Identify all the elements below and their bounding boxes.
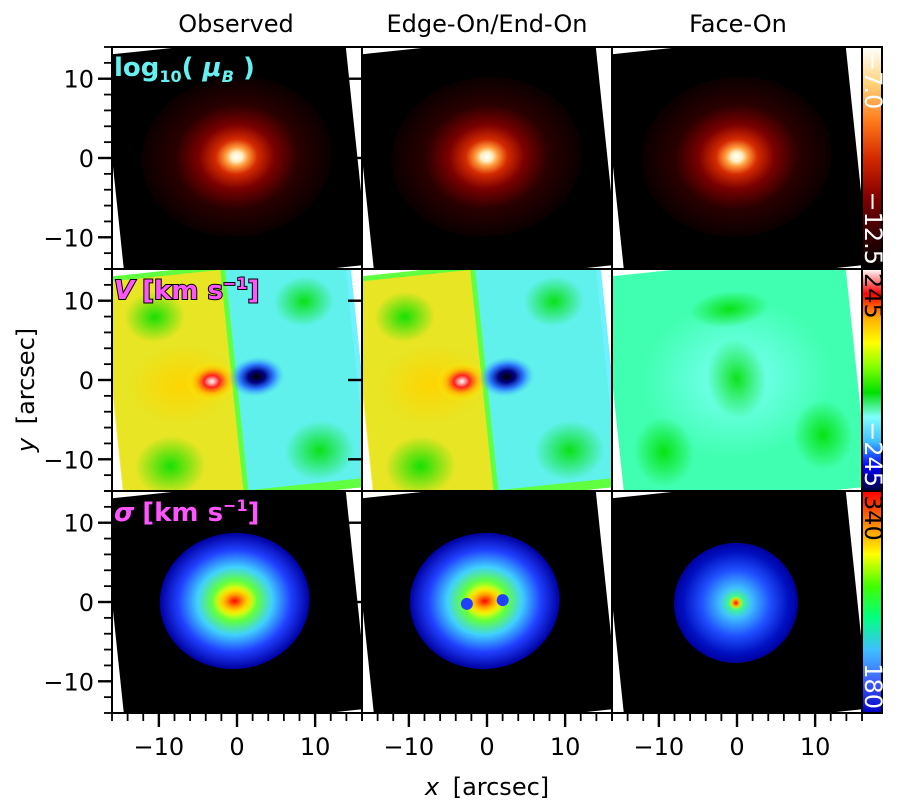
- map-rotation: [362, 269, 612, 491]
- colorbar: [861, 490, 883, 714]
- dispersion-core: [212, 584, 257, 618]
- surface-brightness-map: [612, 47, 862, 269]
- map-rotation: [112, 47, 362, 269]
- velocity-max: [185, 361, 238, 402]
- column-title-observed: Observed: [178, 10, 293, 38]
- surface-brightness-map: [362, 47, 612, 269]
- x-tick-label: 10: [550, 733, 581, 761]
- x-tick-label: 0: [729, 733, 744, 761]
- velocity-feature: [689, 290, 770, 328]
- velocity-feature: [523, 276, 584, 327]
- tick-group: 10 0 −10 10 0 −10 10 0 −10 −10 0 10 −10 0 10 −10 0 10: [43, 46, 863, 761]
- velocity-max: [435, 361, 488, 402]
- row-title-main: V: [114, 276, 136, 306]
- map-rotation: [112, 491, 362, 713]
- velocity-map: [112, 269, 362, 491]
- dispersion-map: [362, 491, 612, 713]
- x-axis-symbol: x: [424, 773, 440, 801]
- colorbar-tick-label: 245: [859, 273, 887, 319]
- dispersion-feature: [496, 594, 509, 607]
- row-title-open: (: [182, 53, 203, 83]
- x-tick-label: 10: [300, 733, 331, 761]
- dispersion-map: [612, 491, 862, 713]
- y-axis-label: y [arcsec]: [12, 328, 40, 453]
- velocity-feature: [124, 291, 185, 343]
- galaxy-brightness: [391, 76, 582, 237]
- y-tick-label: 0: [79, 589, 94, 617]
- y-axis-symbol: y: [12, 437, 40, 453]
- row-title-surface-brightness: log10( μB ): [114, 53, 255, 86]
- velocity-min: [228, 356, 285, 397]
- row-title-unit: [km s: [142, 498, 223, 528]
- map-rotation: [112, 269, 362, 491]
- row-title-symbol: μ: [202, 53, 222, 83]
- colorbar-tick-label: −7.0: [859, 51, 887, 109]
- map-rotation: [362, 47, 612, 269]
- y-axis-unit: [arcsec]: [12, 328, 40, 424]
- row-title-dispersion: σ [km s−1]: [114, 496, 259, 528]
- velocity-feature: [633, 416, 694, 487]
- column-title-face-on: Face-On: [689, 10, 787, 38]
- velocity-feature: [374, 291, 435, 343]
- y-tick-label: −10: [43, 446, 94, 474]
- map-rotation: [612, 269, 862, 491]
- velocity-feature: [792, 400, 854, 471]
- row-title-sub: 10: [159, 67, 181, 86]
- dispersion-feature: [460, 597, 473, 610]
- x-tick-label: 0: [229, 733, 244, 761]
- galaxy-brightness: [641, 76, 832, 237]
- velocity-min: [478, 356, 535, 397]
- map-rotation: [612, 491, 862, 713]
- y-tick-label: 0: [79, 145, 94, 173]
- row-title-end: ]: [248, 498, 260, 528]
- colorbar-tick-label: 180: [859, 663, 887, 709]
- velocity-feature: [284, 420, 355, 481]
- y-tick-label: −10: [43, 668, 94, 696]
- x-axis-label: x [arcsec]: [424, 773, 549, 801]
- y-tick-label: 10: [63, 66, 94, 94]
- column-title-edge-on: Edge-On/End-On: [387, 10, 588, 38]
- row-title-exp: −1: [223, 496, 248, 515]
- row-title-close: ): [234, 53, 255, 83]
- x-tick-label: −10: [134, 733, 185, 761]
- x-tick-label: 0: [479, 733, 494, 761]
- colorbar-tick-label: −12.5: [859, 191, 887, 265]
- velocity-feature: [135, 436, 206, 491]
- y-tick-label: 10: [63, 288, 94, 316]
- y-tick-label: 10: [63, 510, 94, 538]
- velocity-feature: [273, 276, 334, 327]
- velocity-feature: [706, 338, 767, 419]
- dispersion-core: [728, 595, 743, 610]
- y-tick-label: 0: [79, 367, 94, 395]
- map-rotation: [612, 47, 862, 269]
- panel-grid: [111, 46, 863, 714]
- velocity-map: [362, 269, 612, 491]
- galaxy-brightness: [141, 76, 332, 237]
- colorbar-group: −7.0 −12.5 245 −245 340 180: [859, 46, 887, 714]
- row-title-main: σ: [114, 498, 135, 528]
- colorbar-tick-label: −245: [859, 421, 887, 487]
- velocity-map: [612, 269, 862, 491]
- row-title-symbol-sub: B: [222, 67, 234, 86]
- y-tick-label: −10: [43, 224, 94, 252]
- row-title-end: ]: [247, 276, 259, 306]
- x-axis-unit: [arcsec]: [453, 773, 549, 801]
- row-title-unit: [km s: [142, 276, 223, 306]
- x-tick-label: 10: [800, 733, 831, 761]
- row-title-exp: −1: [223, 274, 248, 293]
- velocity-feature: [534, 420, 605, 481]
- dispersion-core: [462, 584, 507, 618]
- x-tick-label: −10: [384, 733, 435, 761]
- colorbar-tick-label: 340: [859, 495, 887, 541]
- map-rotation: [362, 491, 612, 713]
- surface-brightness-map: [112, 47, 362, 269]
- x-tick-label: −10: [634, 733, 685, 761]
- dispersion-map: [112, 491, 362, 713]
- row-title-velocity: V [km s−1]: [114, 274, 259, 306]
- row-title-main: log: [114, 53, 159, 83]
- velocity-feature: [385, 436, 456, 491]
